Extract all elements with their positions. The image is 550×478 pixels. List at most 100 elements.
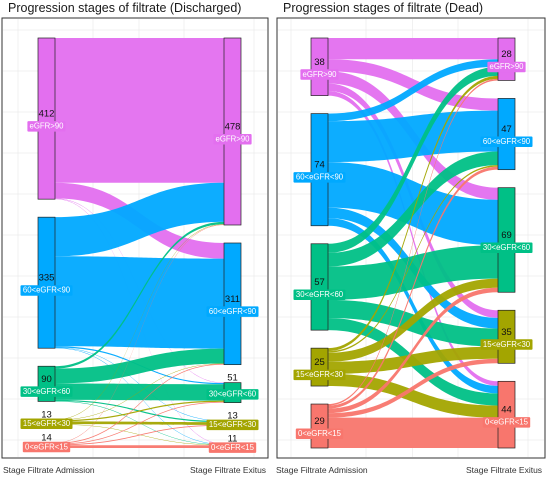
stage-label-box [293, 289, 346, 300]
stage-label-box [293, 172, 346, 183]
stage-label-admission-egfr-gt-90: eGFR>90 [29, 122, 64, 131]
node-exitus-0-lt-egfr-lt-15 [497, 380, 516, 449]
stage-label-admission-30-lt-egfr-lt-60: 30<eGFR<60 [296, 290, 344, 299]
x-axis-label-exitus-discharged: Stage Filtrate Exitus [190, 465, 267, 475]
x-axis-label-admission-discharged: Stage Filtrate Admission [3, 465, 95, 475]
flow-15-lt-egfr-lt-30-to-60-lt-egfr-lt-90 [328, 165, 498, 353]
count-label-exitus-60-lt-egfr-lt-90: 311 [225, 294, 240, 305]
stage-label-admission-60-lt-egfr-lt-90: 60<eGFR<90 [296, 173, 344, 182]
flow-0-lt-egfr-lt-15-to-0-lt-egfr-lt-15 [328, 417, 498, 448]
flow-60-lt-egfr-lt-90-to-0-lt-egfr-lt-15 [328, 218, 498, 394]
stage-label-box [480, 136, 533, 148]
count-label-admission-egfr-gt-90: 412 [39, 109, 55, 120]
stage-label-admission-60-lt-egfr-lt-90: 60<eGFR<90 [23, 286, 71, 295]
flow-egfr-gt-90-to-egfr-gt-90 [55, 38, 224, 183]
flow-0-lt-egfr-lt-15-to-0-lt-egfr-lt-15 [55, 445, 224, 448]
stage-label-box [206, 389, 259, 400]
flow-0-lt-egfr-lt-15-to-30-lt-egfr-lt-60 [55, 401, 224, 445]
flow-15-lt-egfr-lt-30-to-30-lt-egfr-lt-60 [55, 400, 224, 422]
stage-label-admission-30-lt-egfr-lt-60: 30<eGFR<60 [23, 387, 71, 396]
x-axis-label-admission-dead: Stage Filtrate Admission [276, 465, 368, 475]
flow-0-lt-egfr-lt-15-to-15-lt-egfr-lt-30 [328, 358, 498, 418]
count-label-exitus-egfr-gt-90: 478 [225, 121, 241, 132]
stage-label-exitus-egfr-gt-90: eGFR>90 [489, 62, 524, 71]
flow-0-lt-egfr-lt-15-to-egfr-gt-90 [55, 224, 224, 443]
stage-label-box [20, 285, 73, 296]
flow-30-lt-egfr-lt-60-to-egfr-gt-90 [328, 66, 498, 253]
node-admission-egfr-gt-90 [37, 37, 56, 200]
stage-label-exitus-30-lt-egfr-lt-60: 30<eGFR<60 [209, 390, 257, 399]
flow-0-lt-egfr-lt-15-to-60-lt-egfr-lt-90 [328, 166, 498, 409]
stage-label-exitus-60-lt-egfr-lt-90: 60<eGFR<90 [483, 137, 531, 146]
node-exitus-15-lt-egfr-lt-30 [497, 309, 516, 364]
stage-label-exitus-60-lt-egfr-lt-90: 60<eGFR<90 [209, 307, 257, 316]
flow-15-lt-egfr-lt-30-to-15-lt-egfr-lt-30 [328, 346, 498, 374]
stage-label-exitus-15-lt-egfr-lt-30: 15<eGFR<30 [209, 420, 257, 429]
flow-0-lt-egfr-lt-15-to-egfr-gt-90 [328, 78, 498, 406]
flow-0-lt-egfr-lt-15-to-15-lt-egfr-lt-30 [55, 424, 224, 446]
flow-0-lt-egfr-lt-15-to-30-lt-egfr-lt-60 [328, 287, 498, 414]
count-label-exitus-30-lt-egfr-lt-60: 51 [227, 373, 238, 384]
flow-egfr-gt-90-to-0-lt-egfr-lt-15 [328, 91, 498, 386]
stage-label-box [22, 441, 71, 453]
stage-label-exitus-0-lt-egfr-lt-15: 0<eGFR<15 [485, 418, 529, 427]
flow-15-lt-egfr-lt-30-to-60-lt-egfr-lt-90 [55, 363, 224, 421]
chart-title-dead: Progression stages of filtrate (Dead) [283, 1, 484, 15]
count-label-exitus-60-lt-egfr-lt-90: 47 [501, 124, 512, 135]
stage-label-exitus-30-lt-egfr-lt-60: 30<eGFR<60 [483, 243, 531, 252]
stage-label-exitus-15-lt-egfr-lt-30: 15<eGFR<30 [483, 340, 531, 349]
count-label-exitus-0-lt-egfr-lt-15: 44 [501, 405, 512, 416]
count-label-admission-60-lt-egfr-lt-90: 74 [314, 160, 325, 171]
stage-label-box [295, 428, 344, 440]
node-exitus-60-lt-egfr-lt-90 [223, 242, 242, 366]
stage-label-box [206, 306, 259, 317]
count-label-exitus-15-lt-egfr-lt-30: 35 [501, 327, 512, 338]
x-axis-label-exitus-dead: Stage Filtrate Exitus [466, 465, 543, 475]
count-label-admission-0-lt-egfr-lt-15: 29 [314, 416, 325, 427]
chart-title-discharged: Progression stages of filtrate (Discharg… [8, 1, 242, 15]
stage-label-admission-15-lt-egfr-lt-30: 15<eGFR<30 [296, 370, 344, 379]
flow-60-lt-egfr-lt-90-to-60-lt-egfr-lt-90 [328, 110, 498, 163]
flow-0-lt-egfr-lt-15-to-60-lt-egfr-lt-90 [55, 363, 224, 444]
stage-label-box [482, 417, 531, 428]
count-label-exitus-15-lt-egfr-lt-30: 13 [227, 411, 238, 422]
count-label-exitus-30-lt-egfr-lt-60: 69 [501, 230, 512, 241]
node-admission-30-lt-egfr-lt-60 [310, 243, 329, 331]
stage-label-box [20, 418, 73, 429]
flow-30-lt-egfr-lt-60-to-egfr-gt-90 [55, 221, 224, 369]
count-label-admission-0-lt-egfr-lt-15: 14 [41, 433, 52, 444]
flow-15-lt-egfr-lt-30-to-egfr-gt-90 [55, 224, 224, 420]
stage-label-admission-15-lt-egfr-lt-30: 15<eGFR<30 [23, 419, 71, 428]
flow-30-lt-egfr-lt-60-to-30-lt-egfr-lt-60 [328, 245, 498, 300]
stage-label-box [27, 121, 66, 132]
flow-30-lt-egfr-lt-60-to-60-lt-egfr-lt-90 [55, 348, 224, 384]
count-label-admission-60-lt-egfr-lt-90: 335 [39, 273, 55, 284]
flow-60-lt-egfr-lt-90-to-egfr-gt-90 [55, 182, 224, 257]
stage-label-exitus-egfr-gt-90: eGFR>90 [215, 134, 250, 143]
count-label-admission-15-lt-egfr-lt-30: 13 [41, 409, 52, 420]
flow-egfr-gt-90-to-60-lt-egfr-lt-90 [328, 59, 498, 111]
sankey-panel-discharged: 412eGFR>9033560<eGFR<909030<eGFR<601315<… [1, 17, 269, 459]
stage-label-exitus-0-lt-egfr-lt-15: 0<eGFR<15 [211, 443, 255, 452]
stage-label-box [480, 242, 533, 253]
count-label-exitus-egfr-gt-90: 28 [501, 49, 512, 60]
flow-egfr-gt-90-to-egfr-gt-90 [328, 38, 498, 60]
node-exitus-egfr-gt-90 [223, 37, 242, 226]
sankey-panel-dead: 38 eGFR>90 74 60<eGFR<90 57 30<eGFR<60 25 15<eG… [276, 17, 546, 459]
node-admission-60-lt-egfr-lt-90 [310, 113, 329, 227]
node-exitus-60-lt-egfr-lt-90 [497, 98, 516, 171]
flow-30-lt-egfr-lt-60-to-60-lt-egfr-lt-90 [328, 151, 498, 267]
stage-label-box [206, 419, 259, 431]
count-label-admission-15-lt-egfr-lt-30: 25 [314, 357, 325, 368]
stage-label-admission-0-lt-egfr-lt-15: 0<eGFR<15 [298, 429, 342, 438]
count-label-admission-egfr-gt-90: 38 [314, 57, 325, 68]
flow-60-lt-egfr-lt-90-to-60-lt-egfr-lt-90 [55, 256, 224, 349]
node-admission-60-lt-egfr-lt-90 [37, 216, 56, 349]
flow-15-lt-egfr-lt-30-to-egfr-gt-90 [328, 75, 498, 352]
stage-label-box [487, 61, 526, 73]
stage-label-box [208, 442, 257, 453]
count-label-admission-30-lt-egfr-lt-60: 90 [41, 374, 52, 385]
flow-60-lt-egfr-lt-90-to-egfr-gt-90 [328, 59, 498, 122]
stage-label-box [20, 386, 73, 397]
